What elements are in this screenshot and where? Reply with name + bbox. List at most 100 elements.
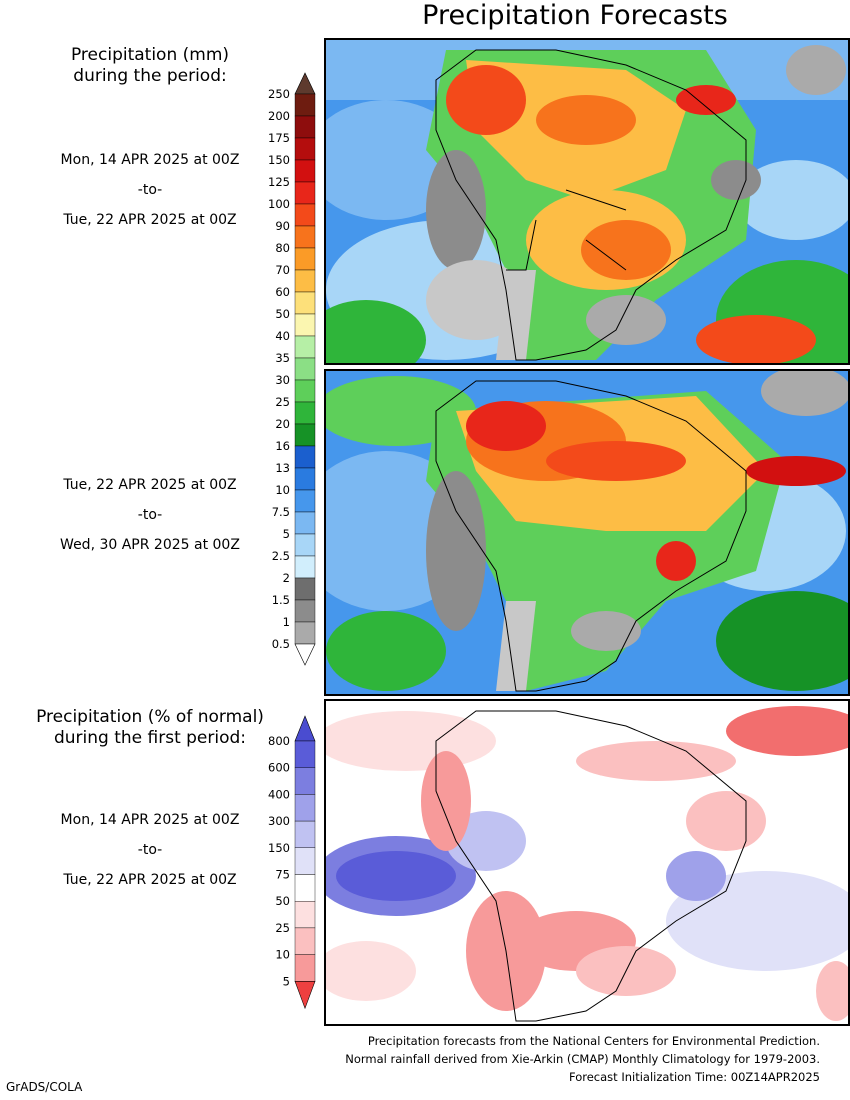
percent-level-label-8: 10 — [275, 948, 290, 962]
map-period1-graphic — [326, 40, 848, 363]
amount-level-label-22: 2 — [283, 571, 290, 585]
amount-level-label-23: 1.5 — [272, 593, 290, 607]
amount-swatch-11 — [294, 335, 316, 359]
amount-swatch-17 — [294, 467, 316, 491]
percent-arrow-bottom — [294, 980, 316, 1010]
amount-level-label-21: 2.5 — [272, 549, 290, 563]
footer-line1: Precipitation forecasts from the Nationa… — [367, 1034, 820, 1048]
period1-to: Tue, 22 APR 2025 at 00Z — [63, 212, 237, 228]
footer: Precipitation forecasts from the Nationa… — [345, 1032, 820, 1086]
amount-level-label-17: 13 — [275, 461, 290, 475]
percent-level-label-4: 150 — [268, 841, 290, 855]
amount-level-label-11: 40 — [275, 329, 290, 343]
amount-level-label-1: 200 — [268, 109, 290, 123]
percent-level-label-2: 400 — [268, 787, 290, 801]
percent-swatch-6 — [294, 900, 316, 929]
amount-swatch-24 — [294, 621, 316, 645]
amount-swatch-23 — [294, 599, 316, 623]
percent-level-label-3: 300 — [268, 814, 290, 828]
map-panel-period2 — [324, 369, 850, 696]
amount-level-label-2: 175 — [268, 131, 290, 145]
map-period2-graphic — [326, 371, 848, 694]
percent-swatch-7 — [294, 927, 316, 955]
map-panel-percent-normal — [324, 699, 850, 1026]
amount-swatch-3 — [294, 159, 316, 183]
amount-level-label-19: 7.5 — [272, 505, 290, 519]
amount-level-label-13: 30 — [275, 373, 290, 387]
page-title: Precipitation Forecasts — [422, 0, 728, 31]
period3-to: Tue, 22 APR 2025 at 00Z — [63, 872, 237, 888]
map-percent-graphic — [326, 701, 848, 1024]
amount-swatch-6 — [294, 225, 316, 249]
period2-sep: -to- — [137, 507, 163, 523]
amount-swatch-20 — [294, 533, 316, 557]
percent-swatch-8 — [294, 954, 316, 982]
amount-swatch-22 — [294, 577, 316, 601]
amount-level-label-8: 70 — [275, 263, 290, 277]
percent-colorbar: 800 600 400 300 150 75 50 25 10 5 — [268, 715, 316, 1010]
period1-from: Mon, 14 APR 2025 at 00Z — [60, 152, 240, 168]
amount-level-label-5: 100 — [268, 197, 290, 211]
amount-swatch-1 — [294, 115, 316, 139]
amount-swatch-8 — [294, 269, 316, 293]
amount-swatch-2 — [294, 137, 316, 161]
footer-line3: Forecast Initialization Time: 00Z14APR20… — [569, 1070, 820, 1084]
amount-legend-header-line2: during the period: — [73, 66, 227, 86]
amount-legend-header-line1: Precipitation (mm) — [70, 45, 230, 65]
amount-swatch-9 — [294, 291, 316, 315]
amount-swatch-18 — [294, 489, 316, 513]
amount-level-label-4: 125 — [268, 175, 290, 189]
amount-level-label-6: 90 — [275, 219, 290, 233]
percent-level-label-0: 800 — [268, 734, 290, 748]
percent-legend-header-line1: Precipitation (% of normal) — [36, 707, 264, 727]
amount-swatch-12 — [294, 357, 316, 381]
amount-swatch-7 — [294, 247, 316, 271]
amount-level-label-15: 20 — [275, 417, 290, 431]
amount-level-label-14: 25 — [275, 395, 290, 409]
amount-swatch-13 — [294, 379, 316, 403]
grads-credit: GrADS/COLA — [6, 1080, 83, 1094]
percent-swatch-3 — [294, 820, 316, 848]
period2-to: Wed, 30 APR 2025 at 00Z — [60, 537, 240, 553]
amount-level-label-20: 5 — [283, 527, 290, 541]
amount-colorbar: 2502001751501251009080706050403530252016… — [268, 72, 316, 666]
amount-level-label-7: 80 — [275, 241, 290, 255]
percent-level-label-6: 50 — [275, 894, 290, 908]
percent-legend-header: Precipitation (% of normal) during the f… — [0, 707, 300, 749]
map-panel-period1 — [324, 38, 850, 365]
amount-swatch-19 — [294, 511, 316, 535]
percent-swatch-1 — [294, 767, 316, 795]
amount-arrow-bottom — [294, 643, 316, 666]
amount-level-label-24: 1 — [283, 615, 290, 629]
percent-swatch-0 — [294, 740, 316, 768]
percent-level-label-7: 25 — [275, 921, 290, 935]
percent-arrow-top — [294, 715, 316, 742]
amount-level-label-16: 16 — [275, 439, 290, 453]
amount-level-label-18: 10 — [275, 483, 290, 497]
amount-swatch-0 — [294, 93, 316, 117]
period3-from: Mon, 14 APR 2025 at 00Z — [60, 812, 240, 828]
amount-swatch-14 — [294, 401, 316, 425]
percent-level-label-5: 75 — [275, 868, 290, 882]
amount-level-label-25: 0.5 — [272, 637, 290, 651]
percent-level-label-1: 600 — [268, 761, 290, 775]
percent-swatch-5 — [294, 874, 316, 902]
period3-sep: -to- — [137, 842, 163, 858]
amount-level-label-10: 50 — [275, 307, 290, 321]
amount-legend-header: Precipitation (mm) during the period: — [0, 45, 300, 87]
period2-from: Tue, 22 APR 2025 at 00Z — [63, 477, 237, 493]
percent-level-label-9: 5 — [283, 974, 290, 988]
amount-swatch-16 — [294, 445, 316, 469]
period1-sep: -to- — [137, 182, 163, 198]
amount-swatch-21 — [294, 555, 316, 579]
amount-level-label-3: 150 — [268, 153, 290, 167]
percent-swatch-4 — [294, 847, 316, 875]
amount-swatch-4 — [294, 181, 316, 205]
footer-line2: Normal rainfall derived from Xie-Arkin (… — [345, 1052, 820, 1066]
amount-level-label-9: 60 — [275, 285, 290, 299]
amount-level-label-12: 35 — [275, 351, 290, 365]
percent-swatch-2 — [294, 794, 316, 822]
amount-arrow-top — [294, 72, 316, 95]
percent-legend-header-line2: during the first period: — [53, 728, 247, 748]
amount-swatch-10 — [294, 313, 316, 337]
